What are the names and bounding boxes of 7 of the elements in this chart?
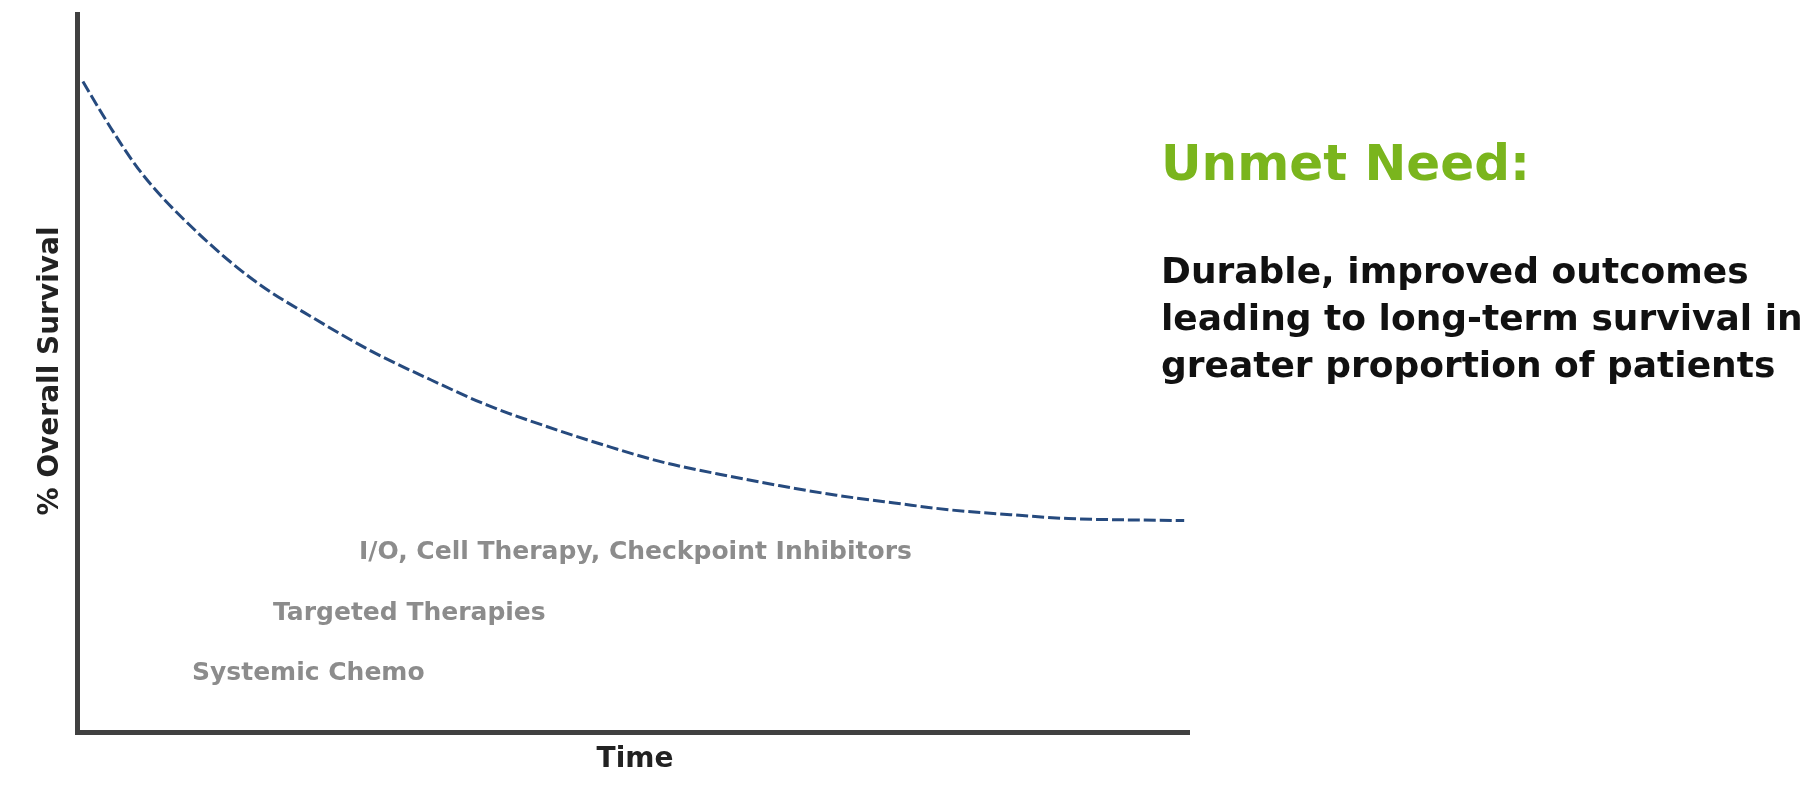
annotation: Durable, improved outcomes leading to long-term survival in greater proportion of patients [1161,250,1803,385]
annotation: Targeted Therapies [273,597,546,626]
annotation: Unmet Need: [1161,134,1530,192]
annotation: Systemic Chemo [192,657,425,686]
x-axis-title: Time [596,741,674,775]
y-axis-title: % Overall Survival [31,226,65,516]
annotation: I/O, Cell Therapy, Checkpoint Inhibitors [359,536,912,565]
